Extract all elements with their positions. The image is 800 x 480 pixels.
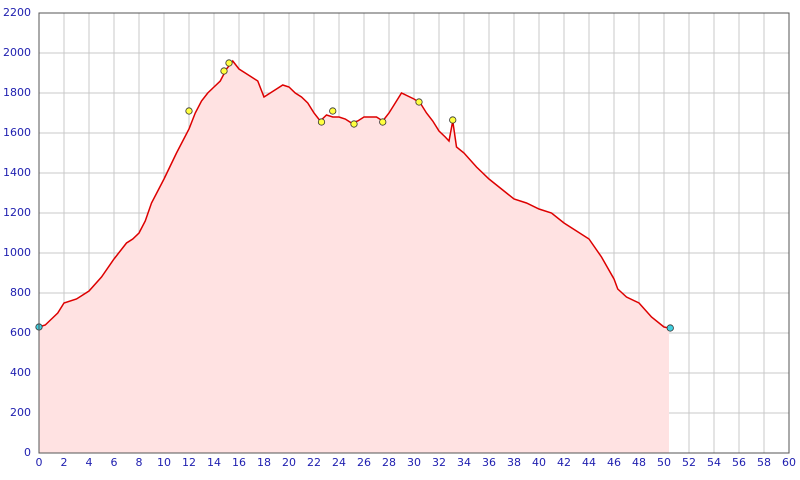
marker xyxy=(317,118,326,126)
y-tick-label: 1200 xyxy=(3,206,31,219)
x-tick-label: 24 xyxy=(332,456,346,469)
y-tick-label: 1800 xyxy=(3,86,31,99)
x-tick-label: 56 xyxy=(732,456,746,469)
x-tick-label: 28 xyxy=(382,456,396,469)
x-tick-label: 26 xyxy=(357,456,371,469)
x-tick-label: 14 xyxy=(207,456,221,469)
x-tick-label: 20 xyxy=(282,456,296,469)
marker xyxy=(185,107,193,115)
marker xyxy=(449,116,457,124)
x-tick-label: 30 xyxy=(407,456,421,469)
profile-line xyxy=(38,59,670,329)
x-tick-label: 22 xyxy=(307,456,321,469)
x-tick-label: 54 xyxy=(707,456,721,469)
marker xyxy=(329,107,337,115)
x-tick-label: 48 xyxy=(632,456,646,469)
y-tick-label: 2000 xyxy=(3,46,31,59)
area xyxy=(39,61,669,453)
x-tick-label: 6 xyxy=(111,456,118,469)
x-tick-label: 46 xyxy=(607,456,621,469)
marker xyxy=(220,67,228,75)
x-tick-label: 38 xyxy=(507,456,521,469)
marker xyxy=(225,59,233,67)
marker xyxy=(379,118,387,126)
x-tick-label: 2 xyxy=(61,456,68,469)
x-tick-label: 4 xyxy=(86,456,93,469)
x-tick-label: 42 xyxy=(557,456,571,469)
y-tick-label: 1000 xyxy=(3,246,31,259)
y-tick-label: 400 xyxy=(10,366,31,379)
y-tick-label: 800 xyxy=(10,286,31,299)
x-tick-label: 40 xyxy=(532,456,546,469)
marker xyxy=(666,324,674,332)
marker xyxy=(350,120,358,128)
y-tick-label: 600 xyxy=(10,326,31,339)
x-tick-label: 10 xyxy=(157,456,171,469)
x-tick-label: 36 xyxy=(482,456,496,469)
x-tick-label: 60 xyxy=(782,456,796,469)
x-tick-label: 58 xyxy=(757,456,771,469)
x-tick-label: 34 xyxy=(457,456,471,469)
x-tick-label: 32 xyxy=(432,456,446,469)
x-tick-label: 18 xyxy=(257,456,271,469)
plot-frame xyxy=(38,12,790,454)
x-tick-label: 12 xyxy=(182,456,196,469)
y-tick-label: 200 xyxy=(10,406,31,419)
x-tick-label: 0 xyxy=(36,456,43,469)
x-tick-label: 16 xyxy=(232,456,246,469)
y-tick-label: 2200 xyxy=(3,6,31,19)
y-tick-label: 0 xyxy=(24,446,31,459)
x-tick-label: 52 xyxy=(682,456,696,469)
marker xyxy=(415,98,423,106)
x-tick-label: 50 xyxy=(657,456,671,469)
y-tick-label: 1400 xyxy=(3,166,31,179)
y-tick-label: 1600 xyxy=(3,126,31,139)
x-tick-label: 8 xyxy=(136,456,143,469)
x-tick-label: 44 xyxy=(582,456,596,469)
